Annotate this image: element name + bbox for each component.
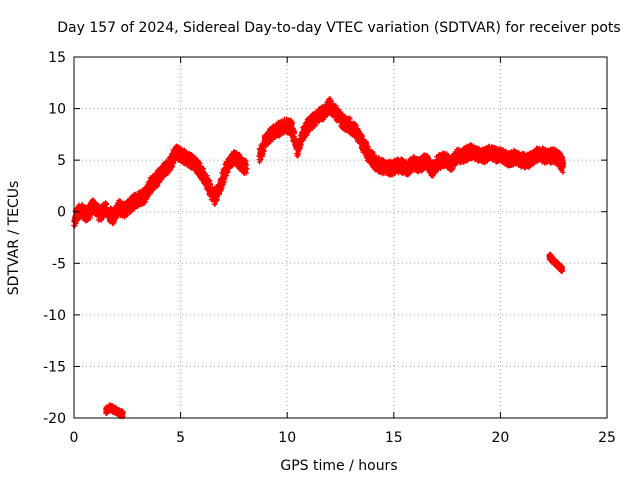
chart-title: Day 157 of 2024, Sidereal Day-to-day VTE… xyxy=(57,20,620,36)
x-axis-label: GPS time / hours xyxy=(280,458,397,474)
data-point xyxy=(171,160,177,166)
data-points xyxy=(71,96,567,420)
y-axis-label: SDTVAR / TECUs xyxy=(6,181,22,296)
grid-lines xyxy=(74,57,607,418)
data-point xyxy=(104,201,110,207)
